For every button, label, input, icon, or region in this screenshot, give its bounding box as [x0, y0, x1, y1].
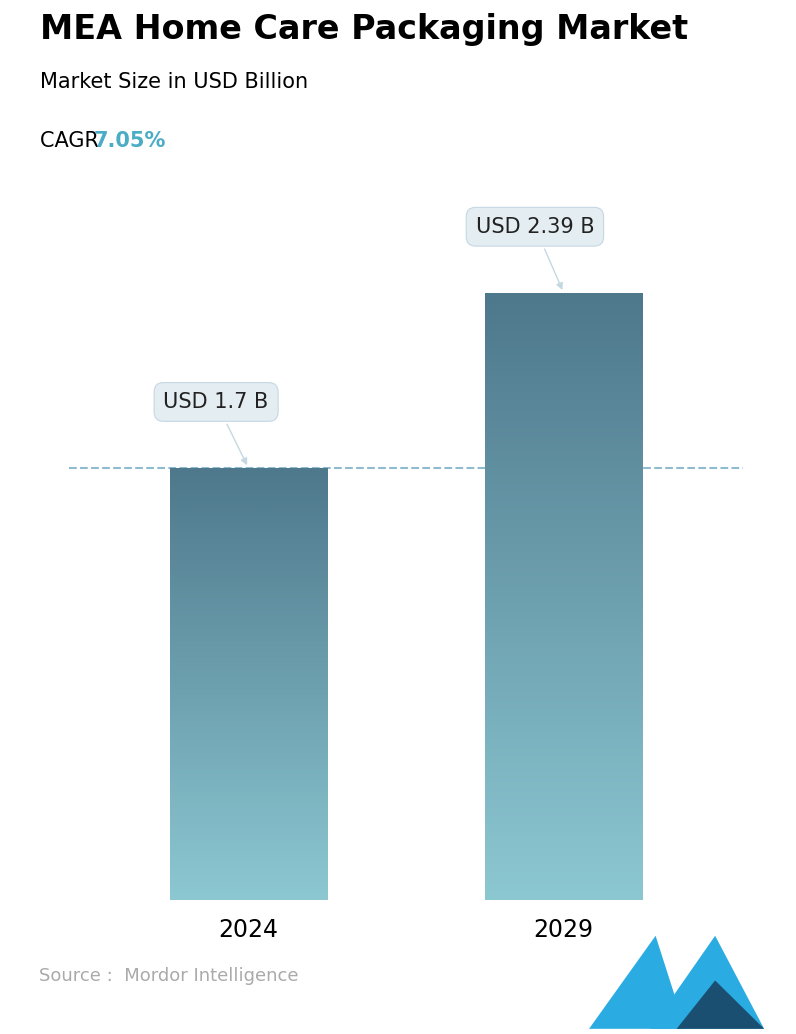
Text: USD 1.7 B: USD 1.7 B: [163, 392, 269, 464]
Polygon shape: [677, 980, 764, 1029]
Text: 7.05%: 7.05%: [94, 131, 166, 151]
Text: Source :  Mordor Intelligence: Source : Mordor Intelligence: [39, 967, 299, 984]
Text: Market Size in USD Billion: Market Size in USD Billion: [40, 72, 308, 92]
Polygon shape: [589, 936, 685, 1029]
Text: CAGR: CAGR: [40, 131, 105, 151]
Polygon shape: [650, 936, 764, 1029]
Text: MEA Home Care Packaging Market: MEA Home Care Packaging Market: [40, 12, 688, 45]
Text: USD 2.39 B: USD 2.39 B: [475, 217, 595, 288]
